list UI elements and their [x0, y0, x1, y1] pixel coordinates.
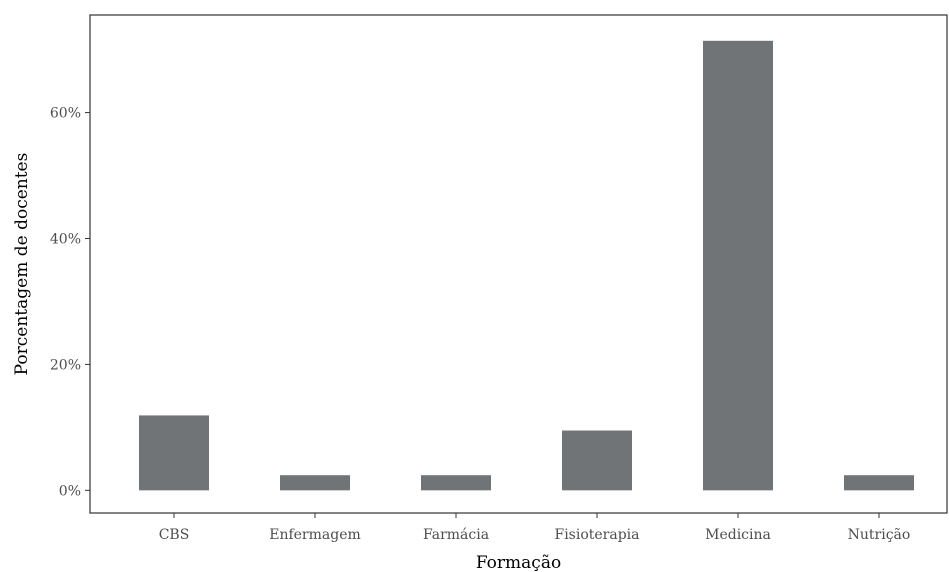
- bar-nutrição: [844, 475, 914, 491]
- x-tick-label: Fisioterapia: [554, 527, 639, 543]
- y-tick-label: 20%: [50, 357, 81, 373]
- y-tick-label: 60%: [50, 106, 81, 122]
- bar-cbs: [139, 415, 209, 491]
- x-tick-label: Nutrição: [848, 527, 911, 543]
- x-axis: CBS Enfermagem Farmácia Fisioterapia Medicin…: [159, 513, 911, 543]
- y-tick-label: 0%: [59, 483, 81, 499]
- bar-enfermagem: [280, 475, 350, 491]
- y-tick-label: 40%: [50, 232, 81, 248]
- bar-fisioterapia: [562, 430, 632, 491]
- x-tick-label: Medicina: [705, 527, 771, 543]
- x-tick-label: Farmácia: [423, 527, 489, 543]
- plot-frame: [89, 14, 948, 514]
- bars: [139, 40, 914, 491]
- x-tick-label: Enfermagem: [269, 527, 361, 543]
- bar-farmácia: [421, 475, 491, 491]
- y-axis-title: Porcentagem de docentes: [12, 153, 32, 376]
- x-axis-title: Formação: [476, 553, 561, 572]
- x-tick-label: CBS: [159, 527, 190, 543]
- y-axis: 0% 20% 40% 60%: [50, 106, 90, 499]
- bar-medicina: [703, 40, 773, 491]
